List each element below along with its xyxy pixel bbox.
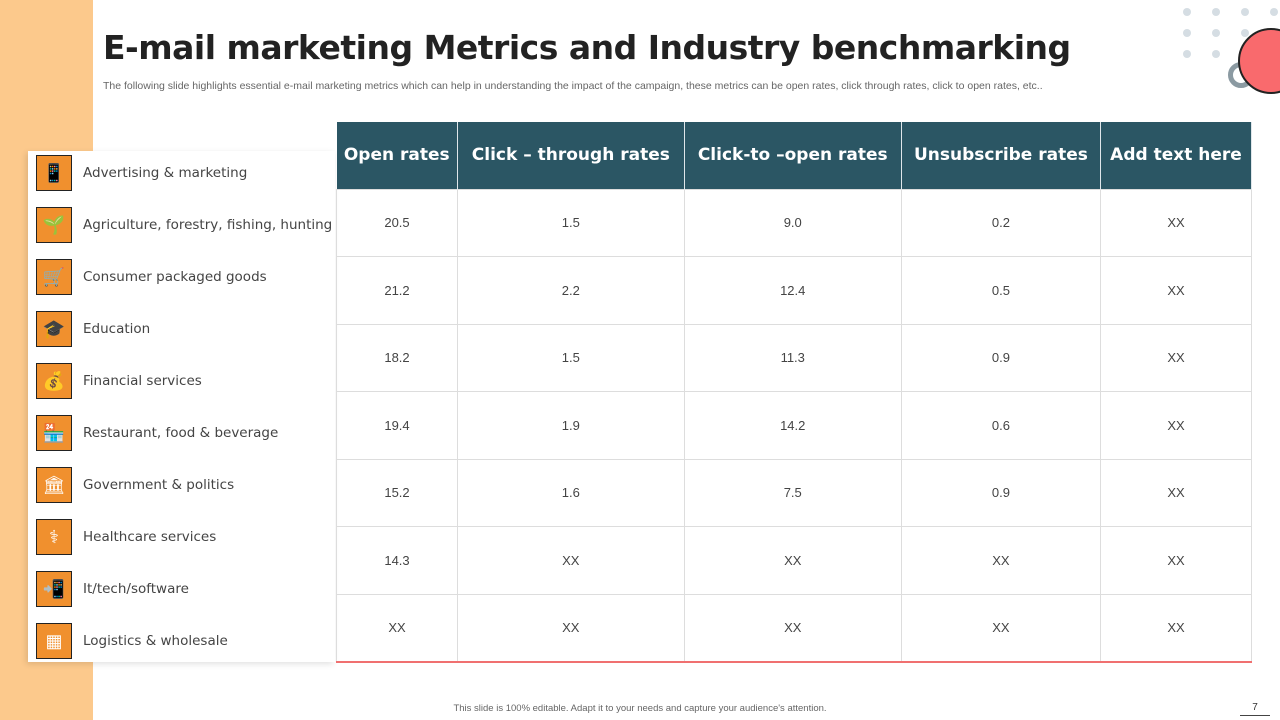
table-cell: 0.9 [900, 323, 1101, 392]
table-cell: 0.6 [900, 391, 1101, 460]
table-cell: 0.5 [900, 256, 1101, 325]
table-cell: XX [900, 526, 1101, 595]
table-cell: 21.2 [335, 256, 459, 325]
table-row: XX XX XX XX XX [335, 593, 1253, 662]
table-cell: 2.2 [457, 256, 685, 325]
dot [1241, 29, 1249, 37]
restaurant-icon: 🏪 [36, 415, 72, 451]
table-cell: 1.6 [457, 458, 685, 527]
industry-label: Logistics & wholesale [83, 633, 228, 649]
table-cell: 15.2 [335, 458, 459, 527]
money-bag-icon: 💰 [36, 363, 72, 399]
table-cell: 0.2 [900, 188, 1101, 257]
table-row: 14.3 XX XX XX XX [335, 526, 1253, 595]
dot [1212, 8, 1220, 16]
industry-label: Agriculture, forestry, fishing, hunting [83, 217, 333, 233]
table-cell: XX [1099, 593, 1253, 662]
industry-item: 🏛 Government & politics [36, 465, 234, 505]
industry-label: Advertising & marketing [83, 165, 248, 181]
industry-list: 📱 Advertising & marketing 🌱 Agriculture, fo… [28, 151, 335, 662]
table-cell: XX [457, 526, 685, 595]
industry-label: Financial services [83, 373, 202, 389]
metrics-table: Open rates Click – through rates Click-to … [335, 122, 1253, 663]
table-cell: XX [1099, 323, 1253, 392]
dot [1212, 50, 1220, 58]
dot [1183, 29, 1191, 37]
table-cell: XX [683, 593, 902, 662]
table-cell: 0.9 [900, 458, 1101, 527]
table-cell: 1.9 [457, 391, 685, 460]
industry-item: 💰 Financial services [36, 361, 202, 401]
healthcare-icon: ⚕ [36, 519, 72, 555]
mobile-phone-icon: 📱 [36, 155, 72, 191]
table-cell: XX [900, 593, 1101, 662]
column-header: Click – through rates [457, 122, 685, 189]
dot [1183, 50, 1191, 58]
table-cell: XX [1099, 188, 1253, 257]
industry-item: 🏪 Restaurant, food & beverage [36, 413, 278, 453]
table-row: 19.4 1.9 14.2 0.6 XX [335, 391, 1253, 460]
table-cell: XX [1099, 391, 1253, 460]
column-header: Unsubscribe rates [901, 122, 1101, 189]
industry-item: 📱 Advertising & marketing [36, 153, 247, 193]
table-cell: 18.2 [335, 323, 459, 392]
table-cell: 19.4 [335, 391, 459, 460]
dot [1183, 8, 1191, 16]
page-number: 7 [1240, 702, 1270, 716]
table-row: 18.2 1.5 11.3 0.9 XX [335, 323, 1253, 392]
table-cell: XX [1099, 458, 1253, 527]
dot [1270, 8, 1278, 16]
table-cell: 20.5 [335, 188, 459, 257]
column-header: Add text here [1100, 122, 1253, 189]
table-cell: 1.5 [457, 188, 685, 257]
footer-note: This slide is 100% editable. Adapt it to… [453, 703, 827, 714]
dot [1241, 8, 1249, 16]
plant-hand-icon: 🌱 [36, 207, 72, 243]
industry-label: Consumer packaged goods [83, 269, 267, 285]
industry-item: 🌱 Agriculture, forestry, fishing, hunting [36, 205, 332, 245]
table-cell: XX [335, 593, 459, 662]
smartphone-icon: 📲 [36, 571, 72, 607]
industry-label: Government & politics [83, 477, 235, 493]
industry-item: 📲 It/tech/software [36, 569, 189, 609]
column-header: Open rates [336, 122, 459, 189]
industry-item: ▦ Logistics & wholesale [36, 621, 228, 661]
table-row: 21.2 2.2 12.4 0.5 XX [335, 256, 1253, 325]
page-title: E-mail marketing Metrics and Industry be… [103, 28, 1071, 67]
table-cell: 12.4 [683, 256, 902, 325]
table-cell: XX [1099, 256, 1253, 325]
page-subtitle: The following slide highlights essential… [103, 80, 1043, 92]
government-building-icon: 🏛 [36, 467, 72, 503]
column-header: Click-to –open rates [684, 122, 902, 189]
table-cell: 14.2 [683, 391, 902, 460]
table-row: 15.2 1.6 7.5 0.9 XX [335, 458, 1253, 527]
warehouse-icon: ▦ [36, 623, 72, 659]
table-cell: 7.5 [683, 458, 902, 527]
industry-label: Education [83, 321, 151, 337]
table-cell: XX [683, 526, 902, 595]
table-cell: 11.3 [683, 323, 902, 392]
table-cell: XX [457, 593, 685, 662]
table-cell: 14.3 [335, 526, 459, 595]
table-cell: 1.5 [457, 323, 685, 392]
industry-item: 🎓 Education [36, 309, 150, 349]
dot [1212, 29, 1220, 37]
table-cell: 9.0 [683, 188, 902, 257]
graduation-cap-icon: 🎓 [36, 311, 72, 347]
industry-item: ⚕ Healthcare services [36, 517, 216, 557]
shopping-cart-person-icon: 🛒 [36, 259, 72, 295]
industry-label: It/tech/software [83, 581, 189, 597]
table-row: 20.5 1.5 9.0 0.2 XX [335, 188, 1253, 257]
industry-label: Healthcare services [83, 529, 217, 545]
industry-item: 🛒 Consumer packaged goods [36, 257, 267, 297]
industry-label: Restaurant, food & beverage [83, 425, 279, 441]
table-cell: XX [1099, 526, 1253, 595]
